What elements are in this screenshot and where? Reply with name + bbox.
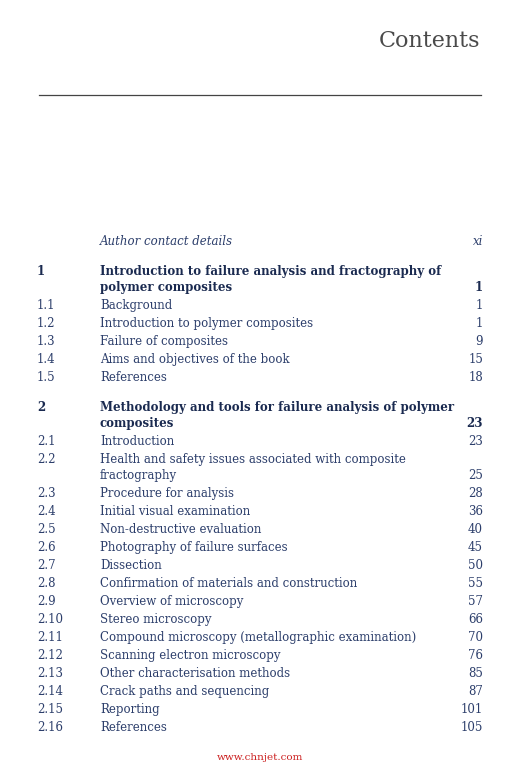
Text: 85: 85 <box>468 667 483 680</box>
Text: 9: 9 <box>475 335 483 348</box>
Text: 2.12: 2.12 <box>37 649 63 662</box>
Text: Introduction to failure analysis and fractography of: Introduction to failure analysis and fra… <box>100 265 441 278</box>
Text: 2.2: 2.2 <box>37 453 56 466</box>
Text: 2.10: 2.10 <box>37 613 63 626</box>
Text: 36: 36 <box>468 505 483 518</box>
Text: Procedure for analysis: Procedure for analysis <box>100 487 234 500</box>
Text: composites: composites <box>100 417 174 430</box>
Text: 76: 76 <box>468 649 483 662</box>
Text: 2.16: 2.16 <box>37 721 63 734</box>
Text: Health and safety issues associated with composite: Health and safety issues associated with… <box>100 453 406 466</box>
Text: Introduction to polymer composites: Introduction to polymer composites <box>100 317 313 330</box>
Text: 57: 57 <box>468 595 483 608</box>
Text: 1: 1 <box>37 265 45 278</box>
Text: 23: 23 <box>466 417 483 430</box>
Text: 2.5: 2.5 <box>37 523 56 536</box>
Text: 1.5: 1.5 <box>37 371 56 384</box>
Text: 2.13: 2.13 <box>37 667 63 680</box>
Text: 2.7: 2.7 <box>37 559 56 572</box>
Text: Stereo microscopy: Stereo microscopy <box>100 613 212 626</box>
Text: 1: 1 <box>476 299 483 312</box>
Text: Contents: Contents <box>379 30 480 52</box>
Text: References: References <box>100 371 167 384</box>
Text: 1.3: 1.3 <box>37 335 56 348</box>
Text: 23: 23 <box>468 435 483 448</box>
Text: 101: 101 <box>461 703 483 716</box>
Text: Crack paths and sequencing: Crack paths and sequencing <box>100 685 269 698</box>
Text: 2.8: 2.8 <box>37 577 56 590</box>
Text: 1: 1 <box>476 317 483 330</box>
Text: 2.14: 2.14 <box>37 685 63 698</box>
Text: 2.15: 2.15 <box>37 703 63 716</box>
Text: 1.4: 1.4 <box>37 353 56 366</box>
Text: 2.11: 2.11 <box>37 631 63 644</box>
Text: 2.4: 2.4 <box>37 505 56 518</box>
Text: xi: xi <box>473 235 483 248</box>
Text: Other characterisation methods: Other characterisation methods <box>100 667 290 680</box>
Text: www.chnjet.com: www.chnjet.com <box>217 753 303 762</box>
Text: Background: Background <box>100 299 172 312</box>
Text: 87: 87 <box>468 685 483 698</box>
Text: Non-destructive evaluation: Non-destructive evaluation <box>100 523 262 536</box>
Text: Methodology and tools for failure analysis of polymer: Methodology and tools for failure analys… <box>100 401 454 414</box>
Text: 45: 45 <box>468 541 483 554</box>
Text: 1.1: 1.1 <box>37 299 56 312</box>
Text: Initial visual examination: Initial visual examination <box>100 505 250 518</box>
Text: 1: 1 <box>475 281 483 294</box>
Text: References: References <box>100 721 167 734</box>
Text: 15: 15 <box>468 353 483 366</box>
Text: 25: 25 <box>468 469 483 482</box>
Text: 2.1: 2.1 <box>37 435 56 448</box>
Text: Author contact details: Author contact details <box>100 235 233 248</box>
Text: Scanning electron microscopy: Scanning electron microscopy <box>100 649 280 662</box>
Text: 18: 18 <box>468 371 483 384</box>
Text: 2.6: 2.6 <box>37 541 56 554</box>
Text: Aims and objectives of the book: Aims and objectives of the book <box>100 353 290 366</box>
Text: Dissection: Dissection <box>100 559 162 572</box>
Text: 28: 28 <box>468 487 483 500</box>
Text: 50: 50 <box>468 559 483 572</box>
Text: fractography: fractography <box>100 469 177 482</box>
Text: 2.9: 2.9 <box>37 595 56 608</box>
Text: Failure of composites: Failure of composites <box>100 335 228 348</box>
Text: Compound microscopy (metallographic examination): Compound microscopy (metallographic exam… <box>100 631 416 644</box>
Text: Reporting: Reporting <box>100 703 160 716</box>
Text: Introduction: Introduction <box>100 435 174 448</box>
Text: 2.3: 2.3 <box>37 487 56 500</box>
Text: 55: 55 <box>468 577 483 590</box>
Text: 66: 66 <box>468 613 483 626</box>
Text: Photography of failure surfaces: Photography of failure surfaces <box>100 541 288 554</box>
Text: Confirmation of materials and construction: Confirmation of materials and constructi… <box>100 577 357 590</box>
Text: 1.2: 1.2 <box>37 317 56 330</box>
Text: 40: 40 <box>468 523 483 536</box>
Text: polymer composites: polymer composites <box>100 281 232 294</box>
Text: 105: 105 <box>461 721 483 734</box>
Text: 2: 2 <box>37 401 45 414</box>
Text: Overview of microscopy: Overview of microscopy <box>100 595 243 608</box>
Text: 70: 70 <box>468 631 483 644</box>
